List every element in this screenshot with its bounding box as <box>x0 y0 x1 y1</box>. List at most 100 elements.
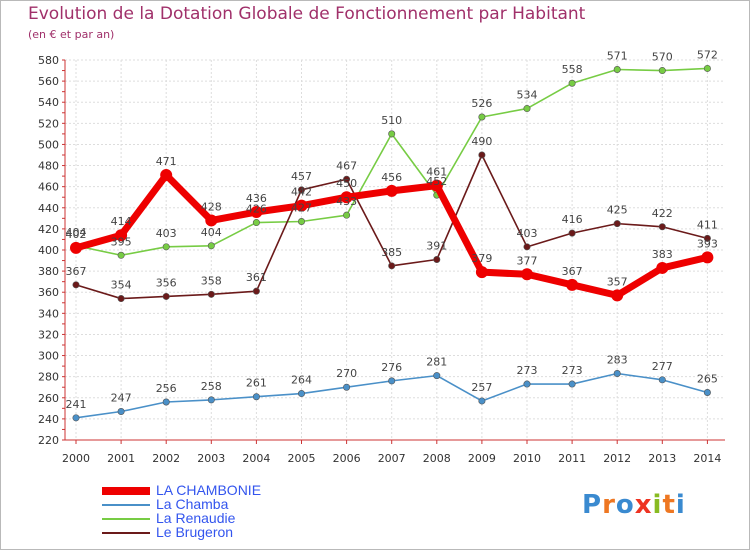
data-point <box>340 191 353 204</box>
legend-label: LA CHAMBONIE <box>156 482 262 498</box>
data-label: 361 <box>246 271 267 284</box>
x-tick-label: 2009 <box>468 452 496 465</box>
data-point <box>115 229 128 242</box>
data-point <box>658 67 666 75</box>
data-label: 283 <box>607 354 628 367</box>
data-point <box>207 290 215 298</box>
data-label: 402 <box>66 228 87 241</box>
x-tick-label: 2008 <box>423 452 451 465</box>
data-point <box>297 218 305 226</box>
data-point <box>523 243 531 251</box>
data-label: 510 <box>381 114 402 127</box>
legend-swatch <box>102 487 150 495</box>
x-tick-label: 2013 <box>648 452 676 465</box>
data-point <box>613 220 621 228</box>
data-point <box>703 64 711 72</box>
data-point <box>658 223 666 231</box>
data-label: 265 <box>697 373 718 386</box>
data-point <box>478 151 486 159</box>
data-label: 572 <box>697 48 718 61</box>
data-label: 354 <box>111 279 132 292</box>
data-point <box>430 179 443 192</box>
data-point <box>72 281 80 289</box>
data-point <box>701 251 714 264</box>
y-tick-label: 260 <box>38 392 59 405</box>
x-tick-label: 2004 <box>242 452 270 465</box>
x-tick-label: 2001 <box>107 452 135 465</box>
data-point <box>388 130 396 138</box>
data-label: 467 <box>336 159 357 172</box>
data-label: 395 <box>111 235 132 248</box>
data-label: 570 <box>652 51 673 64</box>
data-point <box>72 414 80 422</box>
data-label: 457 <box>291 170 312 183</box>
data-point <box>385 184 398 197</box>
data-label: 436 <box>246 192 267 205</box>
data-point <box>613 369 621 377</box>
data-label: 276 <box>381 361 402 374</box>
data-point <box>297 390 305 398</box>
y-tick-label: 320 <box>38 328 59 341</box>
data-label: 383 <box>652 248 673 261</box>
data-label: 270 <box>336 367 357 380</box>
chart-subtitle: (en € et par an) <box>28 28 115 41</box>
data-label: 385 <box>381 246 402 259</box>
x-tick-label: 2011 <box>558 452 586 465</box>
data-point <box>521 268 533 281</box>
y-tick-label: 240 <box>38 413 59 426</box>
data-point <box>566 278 579 291</box>
x-tick-label: 2000 <box>62 452 90 465</box>
data-label: 534 <box>517 89 538 102</box>
data-label: 247 <box>111 392 132 405</box>
data-point <box>160 169 173 182</box>
data-point <box>611 289 624 302</box>
data-point <box>568 380 576 388</box>
data-point <box>250 206 263 218</box>
y-tick-label: 220 <box>38 434 59 447</box>
data-label: 261 <box>246 377 267 390</box>
data-point <box>205 214 218 227</box>
data-label: 422 <box>652 207 673 220</box>
data-point <box>117 295 125 303</box>
data-label: 358 <box>201 274 222 287</box>
data-label: 356 <box>156 276 177 289</box>
y-tick-label: 440 <box>38 202 59 215</box>
data-label: 281 <box>426 356 447 369</box>
y-tick-label: 420 <box>38 223 59 236</box>
y-tick-label: 340 <box>38 307 59 320</box>
data-point <box>433 372 441 380</box>
proxiti-logo: Proxiti <box>582 490 686 520</box>
data-label: 526 <box>471 97 492 110</box>
data-point <box>568 229 576 237</box>
data-point <box>343 383 351 391</box>
data-label: 571 <box>607 50 628 63</box>
data-label: 411 <box>697 218 718 231</box>
x-tick-label: 2003 <box>197 452 225 465</box>
data-point <box>295 199 308 212</box>
data-point <box>388 377 396 385</box>
y-tick-label: 500 <box>38 138 59 151</box>
legend-item: LA CHAMBONIE <box>98 482 398 498</box>
data-label: 367 <box>66 265 87 278</box>
data-label: 357 <box>607 275 628 288</box>
data-point <box>523 105 531 113</box>
data-label: 404 <box>201 226 222 239</box>
legend-label: La Chamba <box>156 496 229 512</box>
data-point <box>703 234 711 242</box>
data-point <box>70 241 82 254</box>
data-point <box>162 398 170 406</box>
x-tick-label: 2006 <box>333 452 361 465</box>
data-label: 241 <box>66 398 87 411</box>
legend-label: Le Brugeron <box>156 524 234 540</box>
legend: LA CHAMBONIE La Chamba La Renaudie Le Br… <box>98 482 398 540</box>
x-tick-label: 2012 <box>603 452 631 465</box>
data-point <box>475 266 488 279</box>
data-label: 257 <box>471 381 492 394</box>
data-point <box>252 287 260 295</box>
data-label: 393 <box>697 237 718 250</box>
data-label: 558 <box>562 63 583 76</box>
data-point <box>658 376 666 384</box>
legend-label: La Renaudie <box>156 510 236 526</box>
data-label: 277 <box>652 360 673 373</box>
